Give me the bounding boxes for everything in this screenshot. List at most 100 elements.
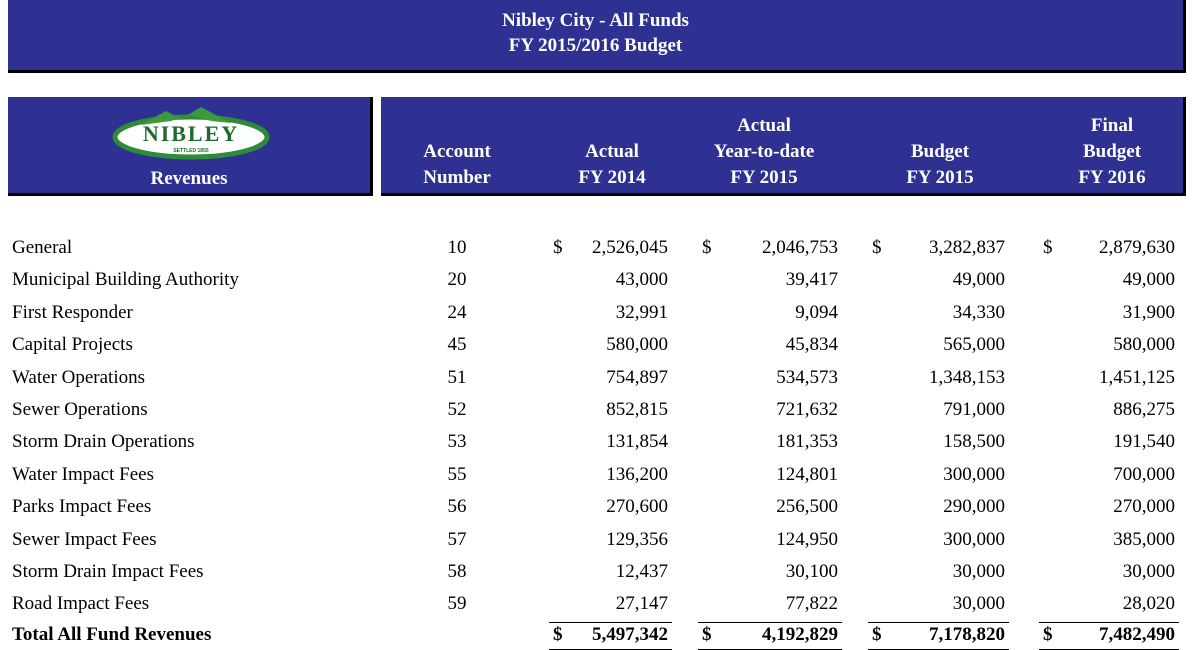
title: Nibley City - All Funds bbox=[502, 10, 689, 31]
amount: 791,000 bbox=[943, 399, 1005, 420]
amount: 30,100 bbox=[785, 561, 838, 582]
amount: 534,573 bbox=[776, 366, 838, 388]
column-header: Year-to-date bbox=[713, 141, 815, 162]
logo-subtext: SETTLED 1855 bbox=[173, 148, 209, 154]
account-number: 55 bbox=[447, 463, 467, 485]
total-amount: 7,482,490 bbox=[1099, 623, 1175, 645]
amount: 45,834 bbox=[785, 334, 838, 356]
currency: $ bbox=[702, 237, 712, 258]
row-label: Parks Impact Fees bbox=[12, 496, 152, 518]
amount: 700,000 bbox=[1113, 463, 1175, 485]
amount: 30,000 bbox=[1122, 561, 1175, 582]
amount: 30,000 bbox=[952, 593, 1005, 615]
row-label: Sewer Operations bbox=[12, 399, 148, 420]
row-label: First Responder bbox=[12, 301, 133, 323]
total-label: Total All Fund Revenues bbox=[12, 623, 212, 645]
subtotal-rule bbox=[1039, 621, 1179, 623]
account-number: 10 bbox=[447, 237, 467, 258]
amount: 158,500 bbox=[943, 431, 1005, 453]
total-amount: 7,178,820 bbox=[929, 623, 1005, 645]
column-header: FY 2015 bbox=[906, 167, 974, 188]
logo-text: NIBLEY bbox=[143, 121, 239, 146]
column-header: Budget bbox=[910, 141, 970, 162]
amount: 124,950 bbox=[776, 528, 838, 550]
amount: 1,348,153 bbox=[929, 366, 1005, 388]
amount: 9,094 bbox=[795, 301, 838, 323]
amount: 129,356 bbox=[606, 528, 668, 550]
row-label: Water Impact Fees bbox=[12, 463, 154, 485]
amount: 49,000 bbox=[952, 269, 1005, 291]
amount: 580,000 bbox=[1113, 334, 1175, 356]
amount: 39,417 bbox=[785, 269, 838, 291]
total-currency: $ bbox=[1043, 623, 1053, 645]
amount: 270,000 bbox=[1113, 496, 1175, 518]
column-header: Budget bbox=[1082, 141, 1142, 162]
amount: 136,200 bbox=[606, 463, 668, 485]
amount: 886,275 bbox=[1113, 399, 1175, 420]
account-number: 45 bbox=[447, 334, 467, 356]
amount: 28,020 bbox=[1122, 593, 1175, 615]
column-header: Actual bbox=[585, 141, 639, 162]
amount: 2,046,753 bbox=[762, 237, 838, 258]
amount: 290,000 bbox=[943, 496, 1005, 518]
amount: 31,900 bbox=[1122, 301, 1175, 323]
column-header: Actual bbox=[737, 115, 791, 136]
row-label: Storm Drain Impact Fees bbox=[12, 561, 204, 582]
amount: 300,000 bbox=[943, 528, 1005, 550]
title-banner: Nibley City - All Funds FY 2015/2016 Bud… bbox=[8, 0, 1186, 73]
account-number: 59 bbox=[447, 593, 467, 615]
column-header: FY 2014 bbox=[578, 167, 646, 188]
account-number: 52 bbox=[447, 399, 467, 420]
amount: 77,822 bbox=[785, 593, 838, 615]
account-number: 57 bbox=[447, 528, 467, 550]
amount: 256,500 bbox=[776, 496, 838, 518]
amount: 34,330 bbox=[952, 301, 1005, 323]
subtotal-rule bbox=[549, 621, 672, 623]
column-header: FY 2016 bbox=[1078, 167, 1146, 188]
amount: 721,632 bbox=[776, 399, 838, 420]
row-label: Capital Projects bbox=[12, 334, 133, 356]
logo: NIBLEY SETTLED 1855 bbox=[112, 107, 270, 160]
total-currency: $ bbox=[553, 623, 563, 645]
subtitle: FY 2015/2016 Budget bbox=[508, 35, 683, 56]
row-label: Sewer Impact Fees bbox=[12, 528, 157, 550]
amount: 300,000 bbox=[943, 463, 1005, 485]
revenues-header: NIBLEY SETTLED 1855 Revenues bbox=[8, 97, 373, 196]
amount: 2,526,045 bbox=[592, 237, 668, 258]
total-amount: 4,192,829 bbox=[762, 623, 838, 645]
amount: 181,353 bbox=[776, 431, 838, 453]
amount: 32,991 bbox=[615, 301, 668, 323]
amount: 754,897 bbox=[606, 366, 668, 388]
amount: 12,437 bbox=[615, 561, 668, 582]
amount: 852,815 bbox=[606, 399, 668, 420]
amount: 124,801 bbox=[776, 463, 838, 485]
account-number: 24 bbox=[447, 301, 467, 323]
amount: 191,540 bbox=[1113, 431, 1175, 453]
column-header: Final bbox=[1090, 115, 1134, 136]
subtotal-rule bbox=[868, 621, 1009, 623]
amount: 1,451,125 bbox=[1099, 366, 1175, 388]
row-label: General bbox=[12, 237, 73, 258]
currency: $ bbox=[872, 237, 882, 258]
row-label: Storm Drain Operations bbox=[12, 431, 195, 453]
amount: 131,854 bbox=[606, 431, 668, 453]
revenues-label: Revenues bbox=[150, 168, 228, 189]
total-amount: 5,497,342 bbox=[592, 623, 668, 645]
amount: 270,600 bbox=[606, 496, 668, 518]
column-header: FY 2015 bbox=[730, 167, 798, 188]
row-label: Municipal Building Authority bbox=[12, 269, 239, 291]
column-header: Number bbox=[423, 167, 491, 188]
currency: $ bbox=[1043, 237, 1053, 258]
amount: 3,282,837 bbox=[929, 237, 1005, 258]
row-label: Road Impact Fees bbox=[12, 593, 150, 615]
account-number: 58 bbox=[447, 561, 467, 582]
column-header: Account bbox=[423, 141, 491, 162]
total-currency: $ bbox=[702, 623, 712, 645]
currency: $ bbox=[553, 237, 563, 258]
subtotal-rule bbox=[698, 621, 842, 623]
amount: 49,000 bbox=[1122, 269, 1175, 291]
account-number: 51 bbox=[447, 366, 467, 388]
account-number: 56 bbox=[447, 496, 467, 518]
columns-header bbox=[381, 97, 1186, 196]
